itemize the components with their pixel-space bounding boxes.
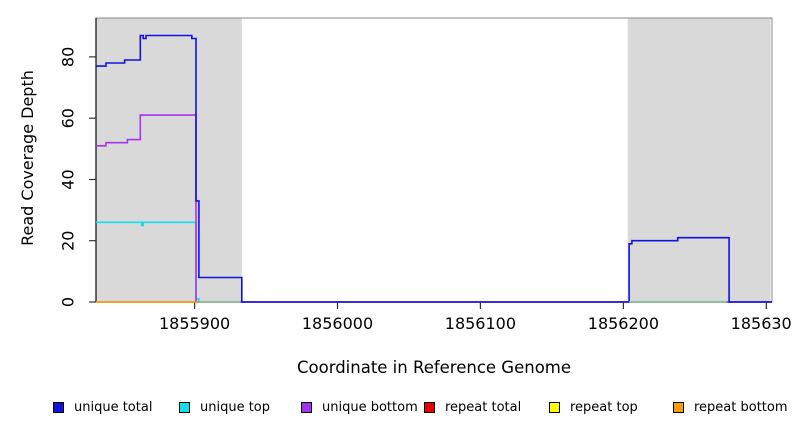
- series-unique-top: [96, 221, 201, 303]
- legend-swatch-icon: [424, 401, 435, 413]
- shaded-region: [96, 18, 242, 302]
- y-tick-label: 20: [59, 231, 78, 251]
- shaded-region: [627, 18, 771, 302]
- legend-swatch-icon: [53, 401, 64, 413]
- legend-label: unique bottom: [322, 399, 418, 415]
- x-tick-label: 1855900: [159, 314, 230, 333]
- series-unique-total: [96, 34, 772, 303]
- legend-swatch-icon: [179, 401, 190, 413]
- y-axis-title: Read Coverage Depth: [18, 70, 37, 246]
- legend-item-unique-total: unique total: [53, 396, 152, 418]
- legend-item-repeat-bottom: repeat bottom: [673, 396, 788, 418]
- legend-label: repeat top: [570, 399, 638, 415]
- y-tick-label: 40: [59, 169, 78, 189]
- y-tick-label: 0: [59, 297, 78, 307]
- legend-item-repeat-top: repeat top: [549, 396, 638, 418]
- legend-item-unique-top: unique top: [179, 396, 270, 418]
- x-axis-title: Coordinate in Reference Genome: [296, 358, 572, 377]
- x-tick-label: 1856200: [588, 314, 659, 333]
- legend-label: repeat total: [445, 399, 522, 415]
- y-tick-label: 80: [59, 47, 78, 67]
- legend-label: unique top: [200, 399, 271, 415]
- legend-item-repeat-total: repeat total: [424, 396, 521, 418]
- legend-swatch-icon: [673, 401, 684, 413]
- legend-swatch-icon: [301, 401, 312, 413]
- legend-label: repeat bottom: [694, 399, 788, 415]
- legend-item-unique-bottom: unique bottom: [301, 396, 418, 418]
- legend: unique total unique top unique bottom repea…: [0, 396, 792, 420]
- y-tick-label: 60: [59, 108, 78, 128]
- x-tick-label: 1856000: [302, 314, 373, 333]
- x-tick-label: 1856100: [445, 314, 516, 333]
- legend-swatch-icon: [549, 401, 560, 413]
- legend-label: unique total: [74, 399, 153, 415]
- series-unique-bottom: [96, 114, 772, 303]
